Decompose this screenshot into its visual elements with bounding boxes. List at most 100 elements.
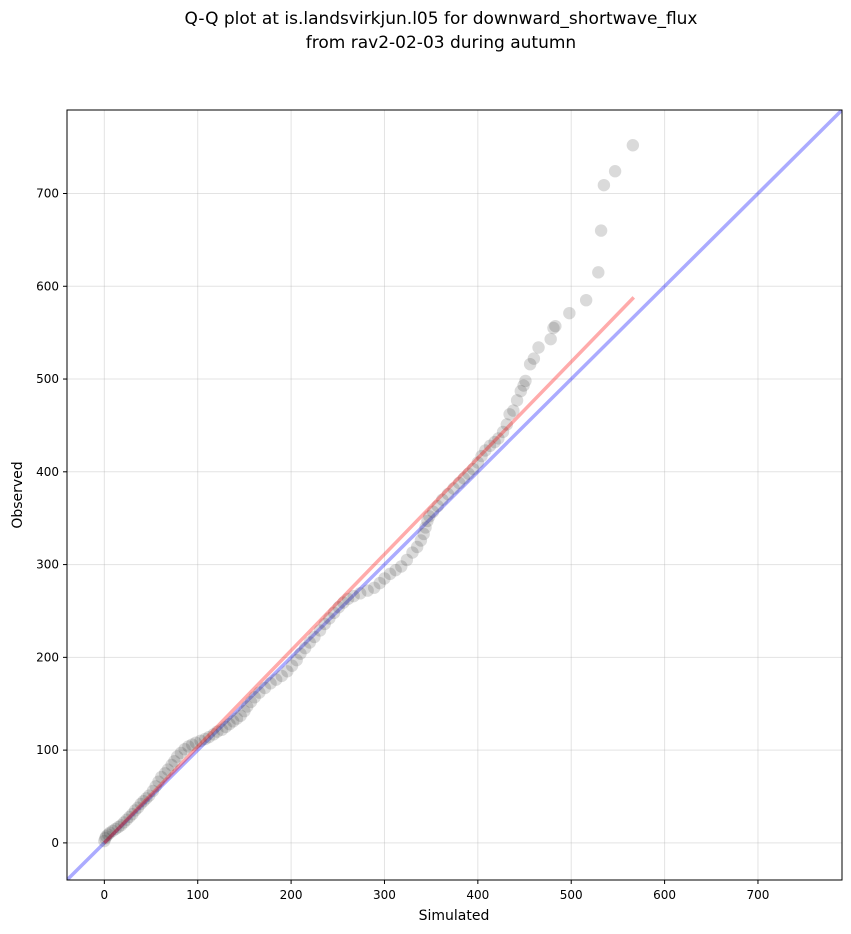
chart-title-line-2: from rav2-02-03 during autumn [306, 33, 576, 53]
qq-point [419, 521, 432, 534]
x-tick-label: 500 [560, 888, 583, 902]
qq-point [182, 740, 195, 753]
qq-point [507, 404, 520, 417]
qq-point [549, 319, 562, 333]
y-tick-label: 0 [51, 836, 59, 850]
qq-point [361, 584, 374, 597]
qq-point [158, 767, 172, 780]
qq-point [532, 341, 545, 354]
qq-point [327, 606, 341, 620]
qq-point [152, 775, 165, 788]
qq-point [452, 476, 466, 490]
qq-point [466, 462, 480, 476]
qq-point [140, 792, 153, 805]
qq-point [308, 630, 321, 644]
qq-point [441, 487, 455, 501]
qq-point [103, 826, 117, 839]
grid [67, 110, 842, 880]
y-axis-label: Observed [10, 461, 26, 528]
qq-point [500, 418, 513, 431]
qq-point [389, 563, 402, 577]
qq-point [410, 540, 424, 554]
qq-point [563, 306, 576, 320]
qq-point [142, 789, 156, 802]
qq-point [353, 587, 367, 600]
qq-point [426, 505, 440, 518]
qq-point [253, 686, 266, 699]
qq-point [248, 691, 261, 704]
fit-line [103, 296, 636, 845]
qq-point [128, 804, 142, 817]
qq-point [318, 617, 331, 631]
qq-point [123, 810, 136, 824]
qq-point [294, 647, 307, 660]
plot-area [67, 110, 842, 880]
qq-point [281, 665, 294, 678]
qq-point [471, 456, 485, 469]
qq-point [323, 612, 336, 625]
x-tick-label: 600 [653, 888, 676, 902]
qq-point [165, 758, 178, 772]
qq-point [275, 669, 288, 683]
qq-point [378, 572, 391, 585]
qq-point [406, 546, 419, 559]
qq-point [347, 589, 360, 603]
qq-point [168, 755, 181, 768]
qq-point [114, 819, 128, 832]
chart-title-line-1: Q-Q plot at is.landsvirkjun.l05 for down… [185, 9, 698, 29]
qq-point [100, 830, 113, 843]
plot-frame [66, 109, 843, 881]
qq-point [608, 165, 622, 178]
qq-point [395, 560, 408, 573]
qq-point [202, 730, 216, 744]
qq-point [120, 813, 133, 826]
qq-point [146, 784, 160, 798]
qq-point [436, 493, 449, 506]
qq-point [303, 636, 316, 649]
qq-point [98, 834, 111, 848]
qq-point [519, 374, 532, 388]
qq-point [198, 732, 212, 746]
qq-point [547, 321, 560, 335]
qq-point [298, 641, 312, 655]
qq-point [137, 794, 150, 808]
qq-point [373, 576, 387, 590]
qq-point [194, 734, 207, 748]
qq-point [174, 746, 188, 760]
qq-point [479, 444, 492, 457]
qq-point [514, 384, 527, 398]
qq-point [112, 820, 125, 834]
x-axis-label: Simulated [419, 908, 490, 924]
qq-point [106, 824, 119, 838]
qq-point [594, 224, 608, 237]
qq-point [185, 738, 199, 751]
qq-point [332, 601, 345, 614]
qq-point [149, 780, 162, 793]
qq-point [383, 567, 397, 581]
qq-point [423, 510, 436, 523]
qq-point [264, 677, 277, 690]
qq-point [483, 439, 497, 453]
qq-point [131, 801, 145, 814]
qq-point [421, 514, 434, 528]
qq-point [234, 709, 247, 722]
qq-point [488, 435, 501, 449]
qq-point [244, 695, 258, 709]
qq-point [592, 266, 605, 279]
qq-point [241, 700, 254, 713]
qq-point [510, 394, 524, 407]
qq-point [626, 139, 640, 152]
qq-point [544, 332, 557, 346]
y-tick-label: 300 [36, 558, 59, 572]
qq-point [219, 720, 232, 734]
qq-point [341, 592, 355, 606]
qq-point [492, 432, 505, 445]
qq-point [189, 736, 203, 749]
qq-point [337, 596, 350, 609]
qq-point [117, 816, 131, 829]
qq-point [211, 725, 224, 738]
qq-point [170, 750, 184, 763]
x-tick-label: 700 [747, 888, 770, 902]
x-tick-label: 0 [101, 888, 109, 902]
